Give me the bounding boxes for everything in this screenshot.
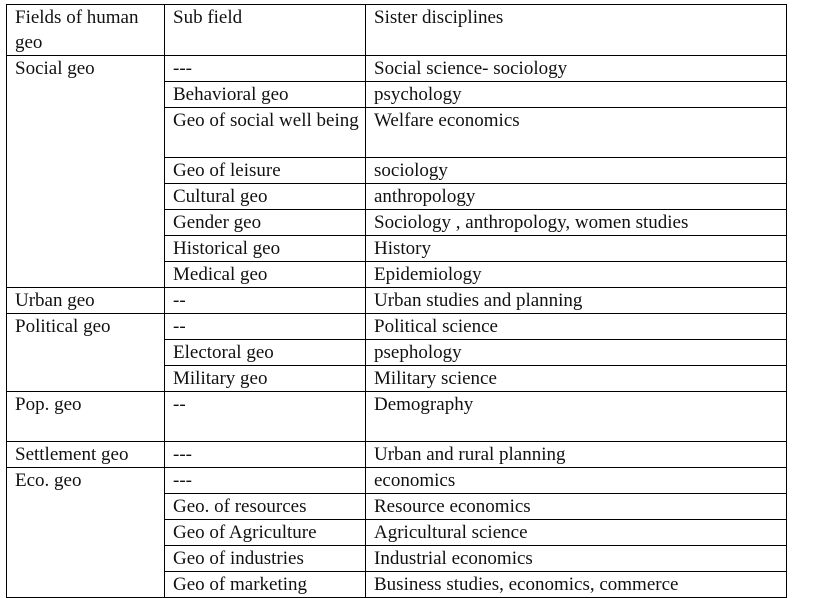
sister-cell: Industrial economics bbox=[365, 545, 787, 572]
table-row: Eco. geo --- economics bbox=[6, 467, 787, 598]
field-settlement-geo: Settlement geo bbox=[6, 441, 165, 468]
table-row: Gender geo Sociology , anthropology, wom… bbox=[7, 209, 787, 236]
field-eco-geo: Eco. geo bbox=[6, 467, 165, 598]
subfield-cell: Geo of leisure bbox=[164, 157, 366, 184]
table-row: Geo of leisure sociology bbox=[7, 157, 787, 184]
sister-cell: Urban and rural planning bbox=[365, 441, 787, 468]
field-social-geo: Social geo bbox=[6, 55, 165, 288]
table-row: Geo of social well being Welfare economi… bbox=[7, 107, 787, 158]
table-row: Geo. of resources Resource economics bbox=[7, 493, 787, 520]
table-row: Medical geo Epidemiology bbox=[7, 261, 787, 288]
subfield-cell: Cultural geo bbox=[164, 183, 366, 210]
subfield-cell: -- bbox=[164, 391, 366, 442]
header-sister: Sister disciplines bbox=[365, 4, 787, 56]
subfield-cell: -- bbox=[164, 313, 366, 340]
sister-cell: Welfare economics bbox=[365, 107, 787, 158]
sister-cell: Business studies, economics, commerce bbox=[365, 571, 787, 598]
header-fields: Fields of human geo bbox=[6, 4, 165, 56]
table-row: Social geo --- Social science- sociology bbox=[6, 55, 787, 288]
subfield-cell: Geo. of resources bbox=[164, 493, 366, 520]
field-political-geo: Political geo bbox=[6, 313, 165, 392]
table-row: Political geo -- Political science bbox=[6, 313, 787, 392]
field-urban-geo: Urban geo bbox=[6, 287, 165, 314]
subfield-cell: Behavioral geo bbox=[164, 81, 366, 108]
subfield-cell: --- bbox=[164, 467, 366, 494]
header-subfield: Sub field bbox=[164, 4, 366, 56]
sister-cell: Political science bbox=[365, 313, 787, 340]
sister-cell: sociology bbox=[365, 157, 787, 184]
subfield-cell: -- bbox=[164, 287, 366, 314]
sister-cell: Sociology , anthropology, women studies bbox=[365, 209, 787, 236]
header-row: Fields of human geo Sub field Sister dis… bbox=[6, 4, 787, 56]
subfield-cell: Electoral geo bbox=[164, 339, 366, 366]
subfield-cell: Geo of Agriculture bbox=[164, 519, 366, 546]
subfield-cell: --- bbox=[164, 441, 366, 468]
table-row: Cultural geo anthropology bbox=[7, 183, 787, 210]
subfield-cell: Geo of marketing bbox=[164, 571, 366, 598]
subfield-cell: Geo of industries bbox=[164, 545, 366, 572]
subfield-cell: Medical geo bbox=[164, 261, 366, 288]
sister-cell: Epidemiology bbox=[365, 261, 787, 288]
sister-cell: Military science bbox=[365, 365, 787, 392]
sister-cell: Demography bbox=[365, 391, 787, 442]
table-row: Pop. geo -- Demography bbox=[6, 391, 787, 442]
sister-cell: History bbox=[365, 235, 787, 262]
table-row: Behavioral geo psychology bbox=[7, 81, 787, 108]
sister-cell: psephology bbox=[365, 339, 787, 366]
sister-cell: Resource economics bbox=[365, 493, 787, 520]
sister-cell: Agricultural science bbox=[365, 519, 787, 546]
sister-cell: psychology bbox=[365, 81, 787, 108]
subfield-cell: --- bbox=[164, 55, 366, 82]
subfield-cell: Geo of social well being bbox=[164, 107, 366, 158]
subfield-cell: Gender geo bbox=[164, 209, 366, 236]
field-pop-geo: Pop. geo bbox=[6, 391, 165, 442]
sister-cell: economics bbox=[365, 467, 787, 494]
table-row: Electoral geo psephology bbox=[7, 339, 787, 366]
sister-cell: anthropology bbox=[365, 183, 787, 210]
geo-disciplines-table: Fields of human geo Sub field Sister dis… bbox=[6, 4, 787, 598]
sister-cell: Social science- sociology bbox=[365, 55, 787, 82]
table-row: Geo of industries Industrial economics bbox=[7, 545, 787, 572]
sister-cell: Urban studies and planning bbox=[365, 287, 787, 314]
table-row: Settlement geo --- Urban and rural plann… bbox=[6, 441, 787, 468]
subfield-cell: Historical geo bbox=[164, 235, 366, 262]
subfield-cell: Military geo bbox=[164, 365, 366, 392]
table-row: Historical geo History bbox=[7, 235, 787, 262]
table-row: Urban geo -- Urban studies and planning bbox=[6, 287, 787, 314]
